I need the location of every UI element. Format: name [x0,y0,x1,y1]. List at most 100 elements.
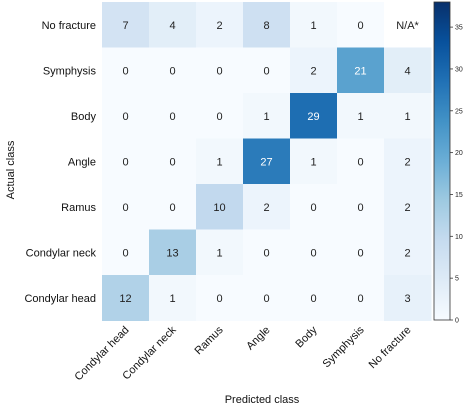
cell-value-label: 0 [357,156,363,168]
heatmap-cell [243,2,291,48]
heatmap-cell [102,184,150,230]
cell-value-label: 0 [169,202,175,214]
cell-value-label: 1 [310,156,316,168]
cell-value-label: N/A* [396,20,419,32]
heatmap-cell [384,47,432,94]
cell-value-label: 4 [404,65,410,77]
cell-value-label: 0 [310,202,316,214]
colorbar [433,1,451,321]
cell-value-label: 0 [310,247,316,259]
heatmap-cell [149,2,197,48]
cell-value-label: 1 [357,111,363,123]
cell-value-label: 0 [216,111,222,123]
heatmap-cell-labels: 7 4 2 8 1 0 N/A*0 0 0 0 2 21 40 0 0 1 29 1 10 0 1 27 1 0 20 0 10 2 0… [119,20,419,305]
heatmap-cell [290,184,338,230]
heatmap-cell [102,275,150,321]
heatmap-cell [384,184,432,230]
heatmap-cell [337,93,385,139]
heatmap-cell [196,275,244,321]
heatmap-cell [149,138,197,185]
heatmap-cell [196,184,244,230]
cell-value-label: 0 [263,247,269,259]
cell-value-label: 7 [122,20,128,32]
cell-value-label: 1 [216,247,222,259]
heatmap-cell [102,93,150,139]
colorbar-tick-label: 30 [455,66,463,73]
cell-value-label: 0 [122,247,128,259]
heatmap-cell [243,93,291,139]
heatmap-cell [102,138,150,185]
heatmap-cell [384,275,432,321]
y-tick-label: Angle [68,156,96,168]
y-axis-label: Actual class [5,140,17,199]
heatmap-cell [196,2,244,48]
heatmap-cell [243,138,291,185]
cell-value-label: 12 [119,293,131,305]
cell-value-label: 2 [404,202,410,214]
heatmap-cell [337,47,385,94]
cell-value-label: 29 [307,111,319,123]
colorbar-tick-label: 10 [455,234,463,241]
cell-value-label: 1 [263,111,269,123]
cell-value-label: 2 [404,156,410,168]
heatmap-cell [149,275,197,321]
heatmap-cell [290,93,338,139]
heatmap-cell [290,2,338,48]
cell-value-label: 2 [263,202,269,214]
heatmap-cell [149,47,197,94]
heatmap-cell [290,138,338,185]
colorbar-tick-label: 0 [455,318,459,325]
y-tick-label: Condylar neck [26,247,97,259]
cell-value-label: 0 [122,111,128,123]
heatmap-cell [337,275,385,321]
x-tick-label: Ramus [192,324,225,357]
colorbar-tick-label: 15 [455,192,463,199]
x-tick-label: Angle [244,324,272,352]
cell-value-label: 0 [357,293,363,305]
cell-value-label: 2 [404,247,410,259]
heatmap-cell [243,229,291,276]
y-tick-label: Condylar head [24,293,96,305]
cell-value-label: 0 [357,20,363,32]
cell-value-label: 10 [213,202,225,214]
heatmap-cell [196,93,244,139]
cell-value-label: 3 [404,293,410,305]
heatmap-cell [384,229,432,276]
cell-value-label: 27 [260,156,272,168]
cell-value-label: 4 [169,20,175,32]
heatmap-cells [102,2,432,321]
heatmap-cell [102,229,150,276]
heatmap-cell [243,47,291,94]
colorbar-ticks: 0 5 10 15 20 25 30 35 [450,25,463,325]
cell-value-label: 21 [354,65,366,77]
cell-value-label: 2 [310,65,316,77]
heatmap-cell [384,93,432,139]
cell-value-label: 0 [357,202,363,214]
y-axis-tick-labels: No fracture Symphysis Body Angle Ramus Condyl… [24,20,96,305]
heatmap-cell [102,2,150,48]
cell-value-label: 1 [404,111,410,123]
cell-value-label: 0 [122,65,128,77]
cell-value-label: 13 [166,247,178,259]
heatmap-cell [149,184,197,230]
heatmap-cell [337,229,385,276]
cell-value-label: 0 [122,202,128,214]
cell-value-label: 8 [263,20,269,32]
heatmap-cell [149,229,197,276]
cell-value-label: 0 [169,111,175,123]
heatmap-cell [337,138,385,185]
cell-value-label: 0 [169,156,175,168]
cell-value-label: 0 [310,293,316,305]
heatmap-cell [196,138,244,185]
heatmap-cell [290,275,338,321]
heatmap-cell [196,47,244,94]
heatmap-cell [290,229,338,276]
heatmap-cell [384,2,432,48]
cell-value-label: 1 [169,293,175,305]
colorbar-tick-label: 20 [455,150,463,157]
colorbar-tick-label: 25 [455,108,463,115]
heatmap-cell [243,275,291,321]
y-tick-label: Symphysis [43,65,97,77]
